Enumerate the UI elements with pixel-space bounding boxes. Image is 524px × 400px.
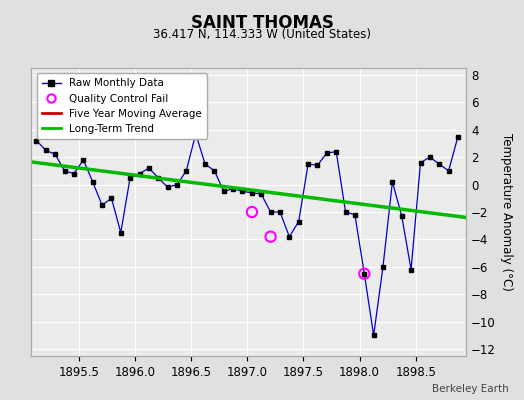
Point <box>360 270 368 277</box>
Text: 36.417 N, 114.333 W (United States): 36.417 N, 114.333 W (United States) <box>153 28 371 41</box>
Point <box>266 234 275 240</box>
Y-axis label: Temperature Anomaly (°C): Temperature Anomaly (°C) <box>500 133 513 291</box>
Legend: Raw Monthly Data, Quality Control Fail, Five Year Moving Average, Long-Term Tren: Raw Monthly Data, Quality Control Fail, … <box>37 73 207 139</box>
Point <box>248 209 256 215</box>
Text: SAINT THOMAS: SAINT THOMAS <box>191 14 333 32</box>
Text: Berkeley Earth: Berkeley Earth <box>432 384 508 394</box>
